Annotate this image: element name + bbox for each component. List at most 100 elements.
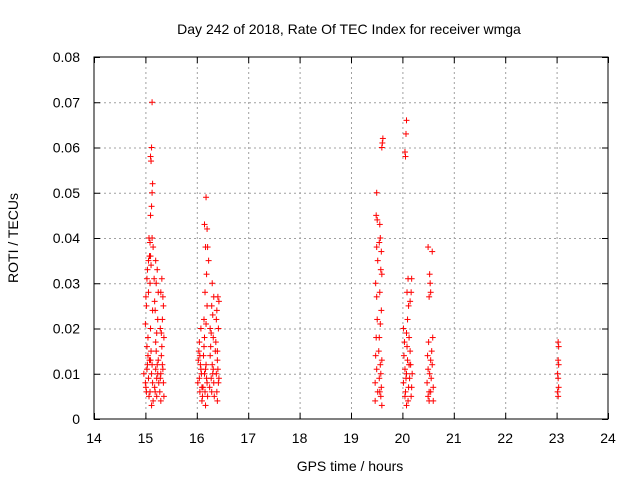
data-point [160,334,167,341]
data-point [430,397,437,404]
data-point [215,325,222,332]
data-point [145,289,152,296]
data-point [404,357,411,364]
data-point [156,388,163,395]
data-point [145,393,152,400]
data-point [401,393,408,400]
data-point [373,212,380,219]
data-point [142,379,149,386]
data-point [213,316,220,323]
data-point [151,384,158,391]
y-tick-label: 0.07 [53,94,80,110]
data-point [425,366,432,373]
data-point [213,388,220,395]
data-point [424,352,431,359]
data-point [145,375,152,382]
data-point [378,384,385,391]
data-point [202,366,209,373]
data-point [402,153,409,160]
data-point [401,149,408,156]
data-point [555,393,562,400]
data-point [148,262,155,269]
data-point [427,280,434,287]
data-point [372,379,379,386]
data-point [373,189,380,196]
data-point [143,343,150,350]
data-point [378,307,385,314]
data-point [159,293,166,300]
plot-frame [93,56,609,420]
x-tick-label: 23 [549,430,565,446]
data-point [211,393,218,400]
data-point [147,280,154,287]
data-point [377,266,384,273]
data-point [405,397,412,404]
x-axis-label: GPS time / hours [297,458,404,474]
data-point [376,289,383,296]
data-point [427,289,434,296]
data-point [207,325,214,332]
data-point [151,275,158,282]
y-tick-label: 0.04 [53,230,80,246]
y-tick-labels: 0 0.01 0.02 0.03 0.04 0.05 0.06 0.07 0.08 [53,49,80,427]
x-tick-label: 22 [497,430,513,446]
data-point [149,361,156,368]
data-point [405,302,412,309]
data-point [406,334,413,341]
data-point [195,357,202,364]
data-point [376,239,383,246]
data-point [158,330,165,337]
data-point [144,266,151,273]
data-point [213,370,220,377]
data-point [155,357,162,364]
x-tick-label: 17 [240,430,256,446]
data-point [214,366,221,373]
data-point [148,203,155,210]
data-point [425,244,432,251]
data-point [196,375,203,382]
data-point [201,370,208,377]
data-point [202,402,209,409]
data-point [554,388,561,395]
data-point [148,158,155,165]
data-point [373,244,380,251]
data-point [149,379,156,386]
data-point [376,375,383,382]
data-point [148,144,155,151]
data-point [142,384,149,391]
data-point [404,343,411,350]
data-point [429,248,436,255]
data-point [157,325,164,332]
data-point [400,325,407,332]
data-point [427,357,434,364]
data-point [159,361,166,368]
data-point [428,375,435,382]
data-point [157,375,164,382]
data-points [140,99,562,409]
data-point [374,216,381,223]
y-axis-label: ROTI / TECUs [5,193,21,283]
data-point [160,379,167,386]
data-point [203,320,210,327]
data-point [149,99,156,106]
x-tick-label: 16 [189,430,205,446]
data-point [144,352,151,359]
y-tick-label: 0.05 [53,185,80,201]
data-point [426,370,433,377]
data-point [200,352,207,359]
data-point [202,289,209,296]
data-point [147,239,154,246]
y-tick-label: 0.02 [53,321,80,337]
data-point [378,402,385,409]
data-point [143,302,150,309]
data-point [198,397,205,404]
data-point [153,348,160,355]
data-point [149,235,156,241]
x-tick-label: 20 [395,430,411,446]
data-point [378,271,385,278]
data-point [142,293,149,300]
data-point [214,357,221,364]
data-point [159,316,166,323]
data-point [378,248,385,255]
data-point [400,379,407,386]
